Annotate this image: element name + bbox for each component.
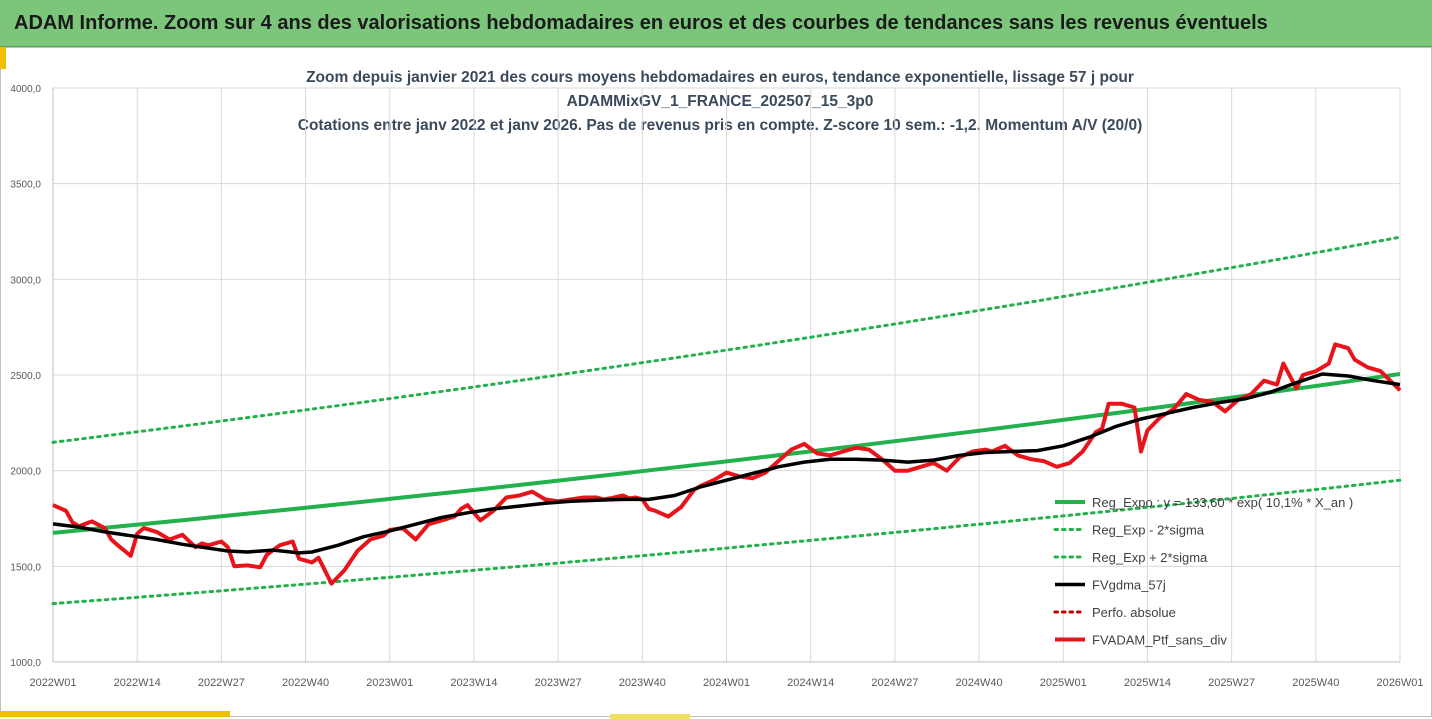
y-tick-label: 4000,0: [10, 84, 41, 95]
x-tick-label: 2025W14: [1124, 677, 1171, 689]
chart-title: Zoom depuis janvier 2021 des cours moyen…: [150, 66, 1290, 138]
x-tick-label: 2024W27: [871, 677, 918, 689]
y-tick-label: 1000,0: [10, 658, 41, 669]
y-tick-label: 2000,0: [10, 467, 41, 478]
series-line-fvgdma-57j: [52, 372, 1401, 555]
chart-title-line-1: Zoom depuis janvier 2021 des cours moyen…: [306, 69, 1134, 86]
y-tick-label: 1500,0: [10, 562, 41, 573]
legend-label: Reg_Expo : y = 133,60 * exp( 10,1% * X_a…: [1092, 495, 1353, 510]
series-line-reg-exp-2-sigma: [51, 235, 1402, 444]
accent-bar-bottom: [0, 711, 230, 717]
x-tick-label: 2024W01: [703, 677, 750, 689]
series-line-reg-exp-2-sigma: [51, 478, 1402, 606]
x-tick-label: 2024W40: [956, 677, 1003, 689]
accent-bar-bottom-2: [610, 714, 690, 719]
x-tick-label: 2023W14: [450, 677, 497, 689]
x-tick-label: 2022W14: [114, 677, 161, 689]
legend-label: FVgdma_57j: [1092, 578, 1166, 593]
legend-label: Reg_Exp - 2*sigma: [1092, 523, 1205, 538]
accent-bar-left: [0, 47, 6, 69]
x-tick-label: 2026W01: [1376, 677, 1423, 689]
x-tick-label: 2022W27: [198, 677, 245, 689]
header-banner: ADAM Informe. Zoom sur 4 ans des valoris…: [0, 0, 1432, 47]
header-title: ADAM Informe. Zoom sur 4 ans des valoris…: [14, 12, 1268, 34]
legend-label: FVADAM_Ptf_sans_div: [1092, 633, 1227, 648]
chart-title-line-2: ADAMMixGV_1_FRANCE_202507_15_3p0: [566, 93, 874, 110]
legend-label: Reg_Exp + 2*sigma: [1092, 550, 1208, 565]
chart-frame: [0, 47, 1432, 717]
x-tick-label: 2025W01: [1040, 677, 1087, 689]
x-tick-label: 2023W40: [619, 677, 666, 689]
chart-title-line-3: Cotations entre janv 2022 et janv 2026. …: [297, 117, 1143, 134]
x-tick-label: 2024W14: [787, 677, 834, 689]
y-tick-label: 2500,0: [10, 371, 41, 382]
x-tick-label: 2022W01: [29, 677, 76, 689]
y-tick-label: 3000,0: [10, 275, 41, 286]
x-tick-label: 2023W01: [366, 677, 413, 689]
x-tick-label: 2022W40: [282, 677, 329, 689]
series-line-fvadam-ptf-sans-div: [52, 342, 1402, 586]
x-tick-label: 2025W27: [1208, 677, 1255, 689]
legend-label: Perfo. absolue: [1092, 605, 1176, 620]
y-tick-label: 3500,0: [10, 180, 41, 191]
x-tick-label: 2025W40: [1292, 677, 1339, 689]
x-tick-label: 2023W27: [535, 677, 582, 689]
